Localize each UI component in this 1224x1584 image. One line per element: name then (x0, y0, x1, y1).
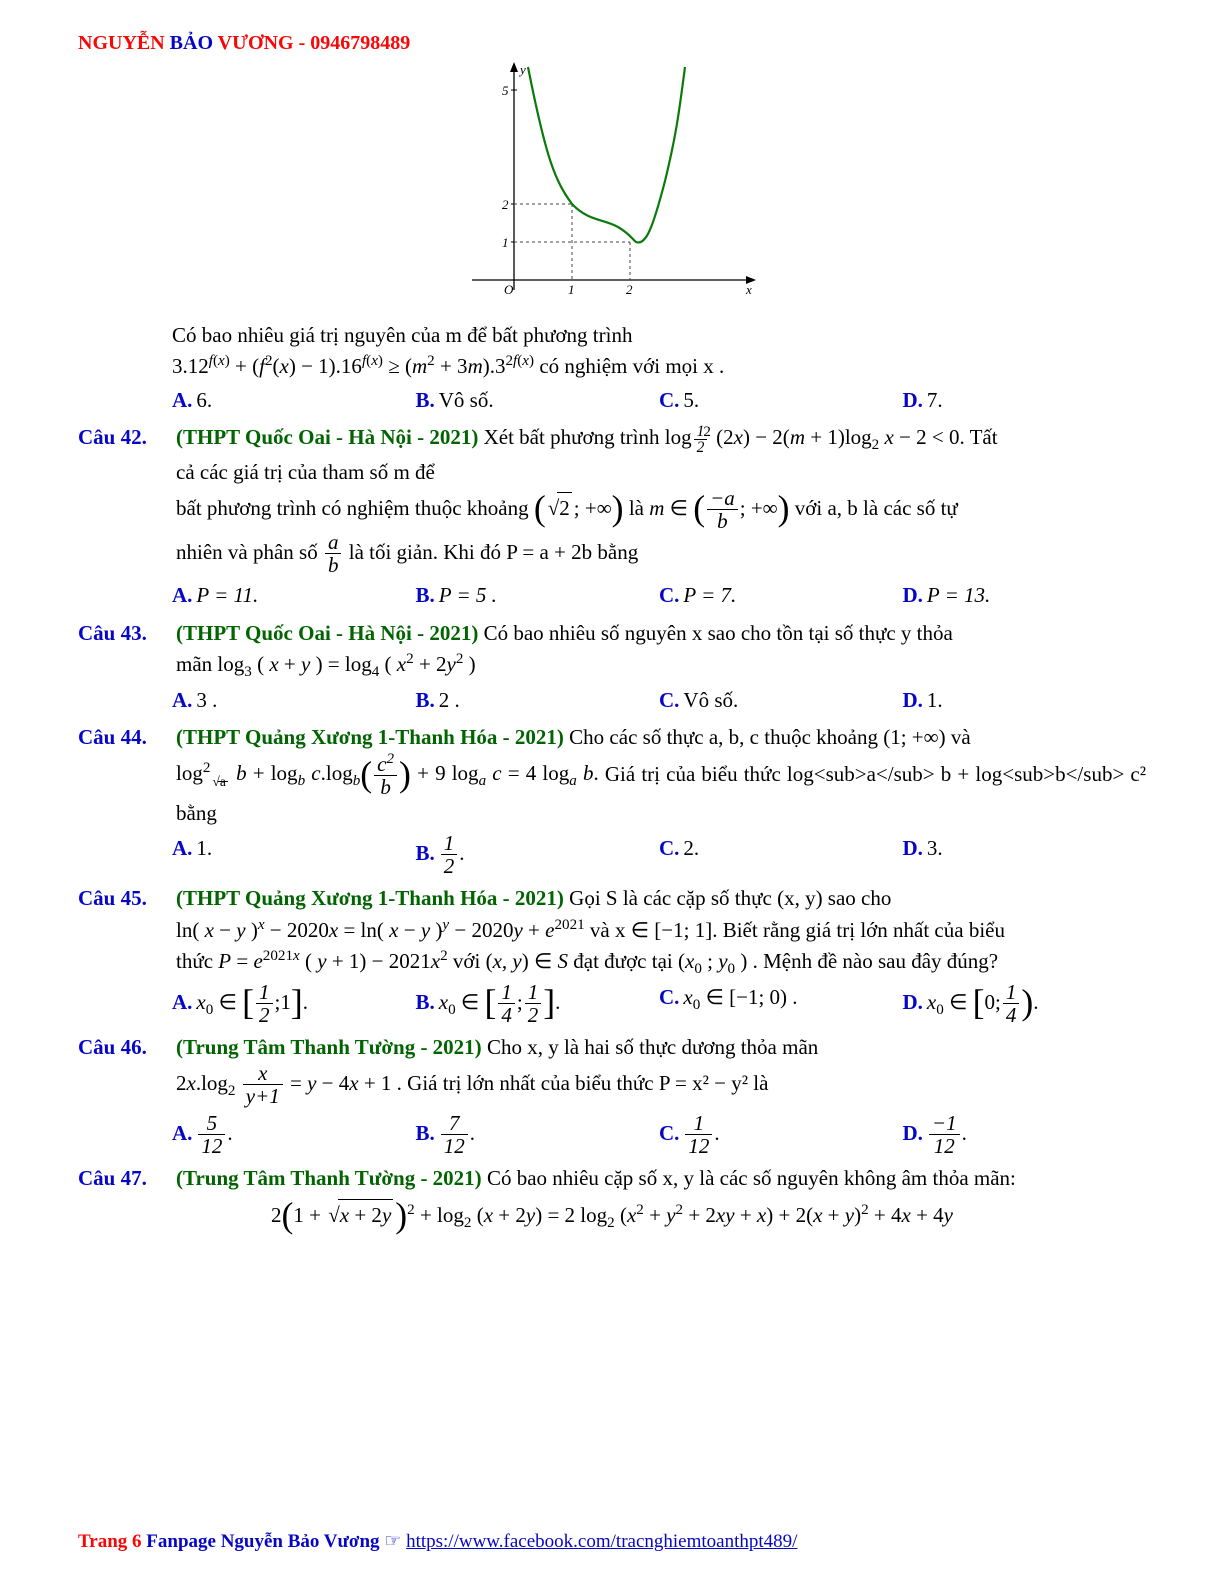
hdr-name-1: NGUYỄN (78, 32, 170, 54)
function-graph: 1 2 5 1 2 O x y (78, 60, 1146, 316)
q41-line1: Có bao nhiêu giá trị nguyên của m để bất… (172, 320, 1146, 352)
svg-text:O: O (504, 282, 514, 297)
q41-choices: A.6. B.Vô số. C.5. D.7. (172, 385, 1146, 417)
q47-eq: 2(1 + x + 2y)2 + log2 (x + 2y) = 2 log2 … (78, 1199, 1146, 1233)
page-header: NGUYỄN BẢO VƯƠNG - 0946798489 (78, 28, 1146, 58)
svg-text:2: 2 (626, 282, 633, 297)
q45-choices: A.x0 ∈ [12;1]. B.x0 ∈ [14;12]. C.x0 ∈ [−… (172, 982, 1146, 1026)
q42: Câu 42. (THPT Quốc Oai - Hà Nội - 2021) … (78, 422, 1146, 576)
svg-text:1: 1 (568, 282, 575, 297)
q47: Câu 47. (Trung Tâm Thanh Tường - 2021) C… (78, 1163, 1146, 1195)
q41-eq: 3.12f(x) + (f2(x) − 1).16f(x) ≥ (m2 + 3m… (172, 354, 534, 378)
svg-text:2: 2 (502, 197, 509, 212)
q45: Câu 45. (THPT Quảng Xương 1-Thanh Hóa - … (78, 883, 1146, 978)
svg-text:y: y (518, 62, 526, 77)
q43-choices: A.3 . B.2 . C.Vô số. D.1. (172, 685, 1146, 717)
q44-choices: A.1. B.12. C.2. D.3. (172, 833, 1146, 877)
page-footer: Trang 6 Fanpage Nguyễn Bảo Vương ☞ https… (78, 1528, 797, 1557)
hdr-name-3: VƯƠNG - 0946798489 (213, 32, 410, 54)
q46: Câu 46. (Trung Tâm Thanh Tường - 2021) C… (78, 1032, 1146, 1108)
hdr-name-2: BẢO (170, 32, 213, 54)
q46-choices: A.512. B.712. C.112. D.−112. (172, 1113, 1146, 1157)
svg-text:1: 1 (502, 235, 509, 250)
svg-text:x: x (745, 282, 752, 297)
svg-text:5: 5 (502, 83, 509, 98)
q43: Câu 43. (THPT Quốc Oai - Hà Nội - 2021) … (78, 618, 1146, 681)
q42-choices: A.P = 11. B.P = 5 . C.P = 7. D.P = 13. (172, 580, 1146, 612)
footer-link[interactable]: https://www.facebook.com/tracnghiemtoant… (406, 1531, 797, 1552)
q44: Câu 44. (THPT Quảng Xương 1-Thanh Hóa - … (78, 722, 1146, 829)
q41-line2: 3.12f(x) + (f2(x) − 1).16f(x) ≥ (m2 + 3m… (172, 351, 1146, 383)
